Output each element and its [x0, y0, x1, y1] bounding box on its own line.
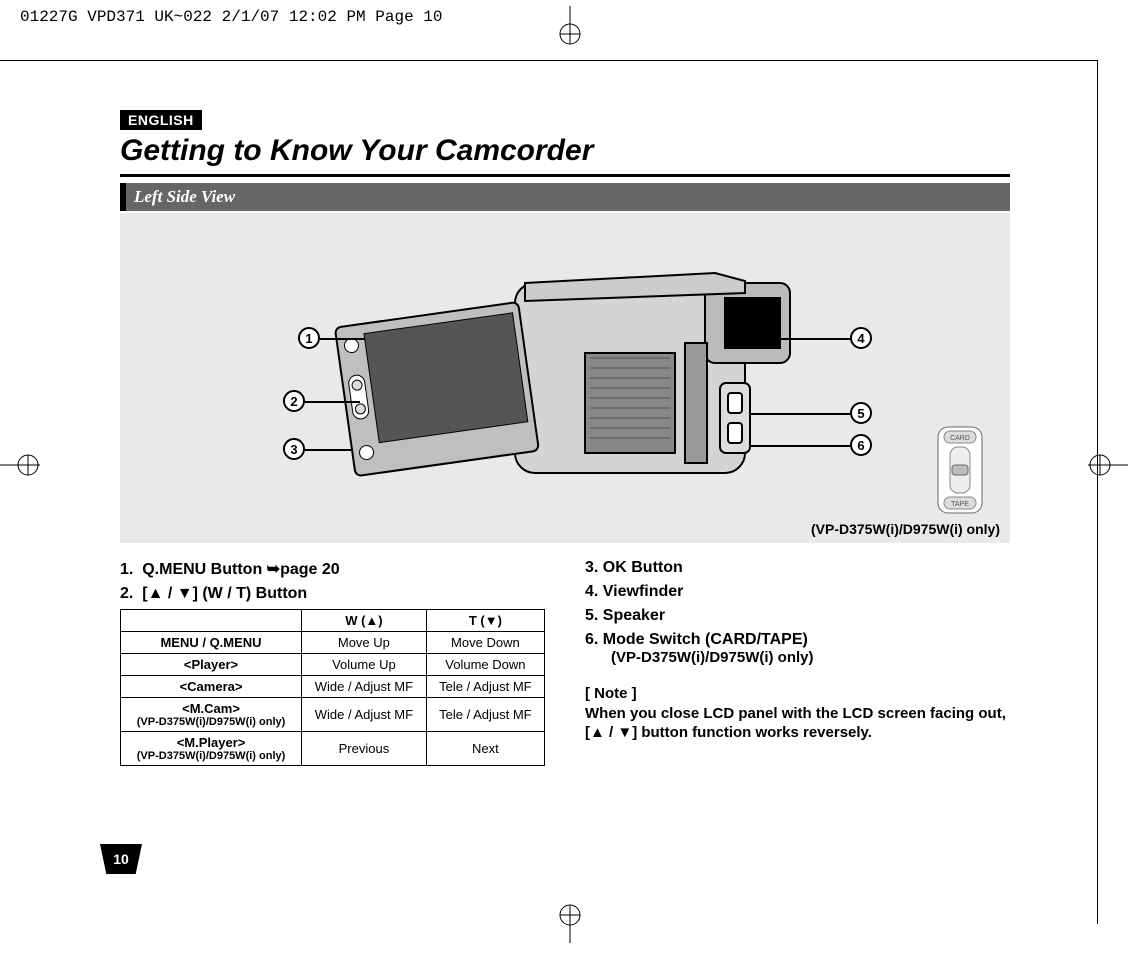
callout-2: 2: [283, 390, 305, 412]
frame-right: [1097, 60, 1098, 924]
th-blank: [121, 610, 302, 632]
list-item-1: 1. Q.MENU Button ➥page 20: [120, 559, 545, 579]
list-item-4: 4. Viewfinder: [585, 583, 1010, 601]
right-list: 3. OK Button 4. Viewfinder 5. Speaker 6.…: [585, 559, 1010, 666]
crop-mark-left: [0, 450, 40, 485]
camcorder-illustration: [325, 223, 805, 533]
row4-label: <M.Player>(VP-D375W(i)/D975W(i) only): [121, 732, 302, 766]
item2-label: [▲ / ▼] (W / T) Button: [142, 585, 307, 602]
table-row: <Player> Volume Up Volume Down: [121, 654, 545, 676]
crop-mark-top: [555, 6, 585, 51]
row0-w: Move Up: [302, 632, 427, 654]
item6-line1: 6. Mode Switch (CARD/TAPE): [585, 631, 808, 648]
left-column: 1. Q.MENU Button ➥page 20 2. [▲ / ▼] (W …: [120, 559, 545, 766]
print-header: 01227G VPD371 UK~022 2/1/07 12:02 PM Pag…: [20, 8, 442, 26]
table-row: <Camera> Wide / Adjust MF Tele / Adjust …: [121, 676, 545, 698]
left-list: 1. Q.MENU Button ➥page 20 2. [▲ / ▼] (W …: [120, 559, 545, 603]
callout-3: 3: [283, 438, 305, 460]
callout-4: 4: [850, 327, 872, 349]
row2-t: Tele / Adjust MF: [426, 676, 544, 698]
callout-6: 6: [850, 434, 872, 456]
page-number: 10: [100, 844, 142, 874]
svg-text:CARD: CARD: [950, 435, 970, 442]
row2-w: Wide / Adjust MF: [302, 676, 427, 698]
mode-switch-inset: CARD TAPE: [930, 425, 990, 515]
illustration: CARD TAPE 1 2 3 4 5 6 (VP-D375W(i)/D975W…: [120, 213, 1010, 543]
note-block: [ Note ] When you close LCD panel with t…: [585, 684, 1010, 743]
button-function-table: W (▲) T (▼) MENU / Q.MENU Move Up Move D…: [120, 609, 545, 766]
callout-line-3: [305, 449, 353, 451]
callout-line-2: [305, 401, 360, 403]
svg-text:TAPE: TAPE: [951, 501, 969, 508]
callout-1: 1: [298, 327, 320, 349]
columns: 1. Q.MENU Button ➥page 20 2. [▲ / ▼] (W …: [120, 559, 1010, 766]
note-heading: [ Note ]: [585, 684, 1010, 704]
item1-label-a: Q.MENU Button: [142, 561, 262, 578]
callout-5: 5: [850, 402, 872, 424]
row4-w: Previous: [302, 732, 427, 766]
item6-line2: (VP-D375W(i)/D975W(i) only): [585, 649, 1010, 666]
row4-t: Next: [426, 732, 544, 766]
callout-line-1: [320, 338, 365, 340]
page-number-value: 10: [100, 844, 142, 874]
th-w: W (▲): [302, 610, 427, 632]
page: 01227G VPD371 UK~022 2/1/07 12:02 PM Pag…: [0, 0, 1128, 954]
table-row: MENU / Q.MENU Move Up Move Down: [121, 632, 545, 654]
row3-label: <M.Cam>(VP-D375W(i)/D975W(i) only): [121, 698, 302, 732]
crop-mark-right: [1088, 450, 1128, 485]
item2-num: 2.: [120, 585, 133, 602]
row1-label: <Player>: [121, 654, 302, 676]
title-rule: [120, 174, 1010, 177]
row3-w: Wide / Adjust MF: [302, 698, 427, 732]
content-area: ENGLISH Getting to Know Your Camcorder L…: [120, 110, 1010, 766]
callout-line-4: [760, 338, 850, 340]
list-item-5: 5. Speaker: [585, 607, 1010, 625]
frame-top: [30, 60, 1098, 61]
crop-mark-bottom: [555, 903, 585, 948]
list-item-6: 6. Mode Switch (CARD/TAPE) (VP-D375W(i)/…: [585, 631, 1010, 666]
right-column: 3. OK Button 4. Viewfinder 5. Speaker 6.…: [585, 559, 1010, 766]
row2-label: <Camera>: [121, 676, 302, 698]
list-item-3: 3. OK Button: [585, 559, 1010, 577]
page-title: Getting to Know Your Camcorder: [120, 134, 1010, 168]
th-t: T (▼): [426, 610, 544, 632]
crop-line-left: [0, 60, 30, 61]
row1-t: Volume Down: [426, 654, 544, 676]
list-item-2: 2. [▲ / ▼] (W / T) Button: [120, 585, 545, 603]
callout-line-5: [750, 413, 850, 415]
row0-label: MENU / Q.MENU: [121, 632, 302, 654]
section-header: Left Side View: [120, 183, 1010, 211]
illustration-note: (VP-D375W(i)/D975W(i) only): [811, 521, 1000, 537]
note-body: When you close LCD panel with the LCD sc…: [585, 704, 1010, 743]
row0-t: Move Down: [426, 632, 544, 654]
language-badge: ENGLISH: [120, 110, 202, 130]
table-row: <M.Player>(VP-D375W(i)/D975W(i) only) Pr…: [121, 732, 545, 766]
item1-label-b: ➥page 20: [267, 561, 340, 578]
table-row: <M.Cam>(VP-D375W(i)/D975W(i) only) Wide …: [121, 698, 545, 732]
callout-line-6: [750, 445, 850, 447]
row3-t: Tele / Adjust MF: [426, 698, 544, 732]
item1-num: 1.: [120, 561, 133, 578]
row1-w: Volume Up: [302, 654, 427, 676]
